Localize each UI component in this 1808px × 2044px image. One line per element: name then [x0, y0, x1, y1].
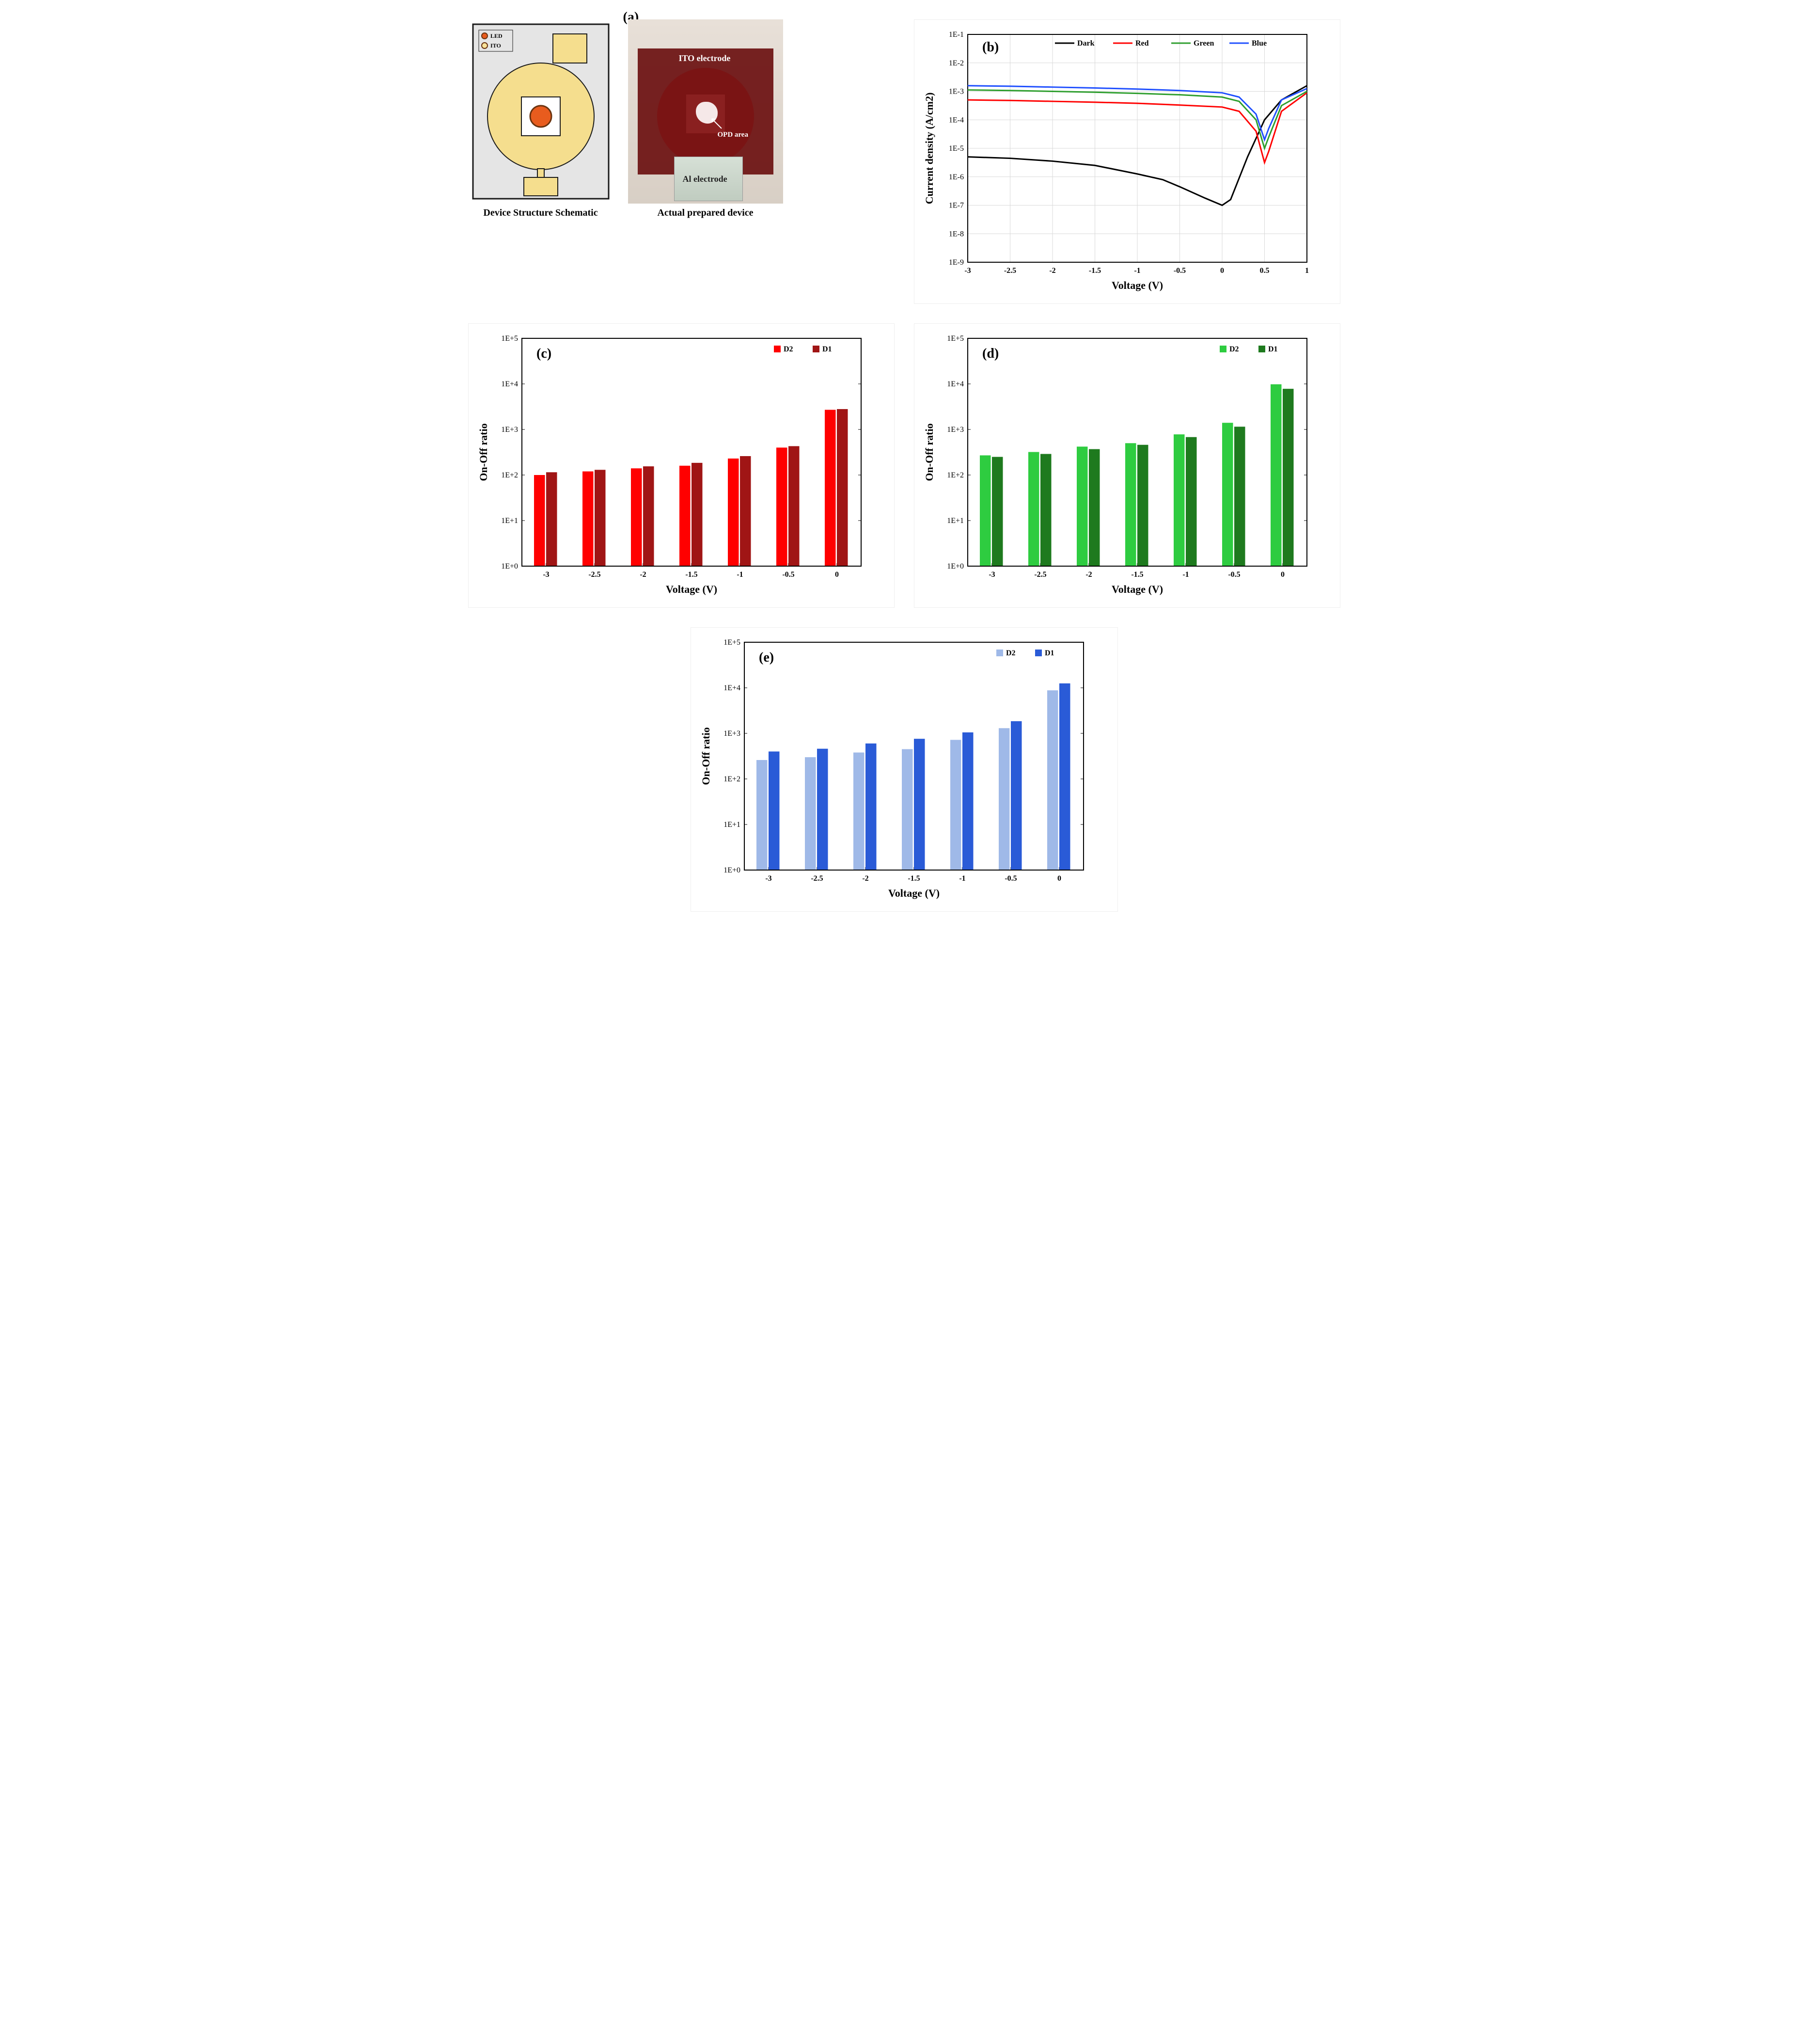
svg-text:1: 1	[1305, 267, 1309, 275]
svg-text:D2: D2	[784, 345, 793, 353]
svg-text:1E+0: 1E+0	[947, 562, 964, 570]
svg-text:On-Off ratio: On-Off ratio	[700, 727, 712, 785]
svg-text:1E-9: 1E-9	[948, 258, 963, 267]
svg-text:1E+5: 1E+5	[501, 334, 518, 343]
svg-text:On-Off ratio: On-Off ratio	[923, 423, 935, 481]
svg-text:Voltage (V): Voltage (V)	[888, 887, 939, 899]
svg-text:-3: -3	[964, 267, 971, 275]
svg-text:(c): (c)	[536, 346, 551, 361]
svg-text:-3: -3	[989, 570, 995, 579]
svg-text:Voltage (V): Voltage (V)	[1111, 279, 1163, 291]
photo-caption: Actual prepared device	[628, 207, 783, 219]
svg-text:1E+5: 1E+5	[947, 334, 964, 343]
svg-text:-0.5: -0.5	[1228, 570, 1240, 579]
svg-text:-1: -1	[1182, 570, 1189, 579]
svg-text:1E+4: 1E+4	[723, 684, 740, 692]
svg-text:ITO: ITO	[490, 42, 501, 49]
svg-text:-2: -2	[862, 874, 868, 883]
panel-a: LEDITO Device Structure Schematic (a) IT…	[468, 19, 895, 304]
svg-text:-2: -2	[1085, 570, 1092, 579]
svg-text:-2: -2	[1049, 267, 1055, 275]
svg-text:-1: -1	[959, 874, 965, 883]
svg-text:Current density (A/cm2): Current density (A/cm2)	[923, 93, 935, 205]
svg-text:0: 0	[1057, 874, 1061, 883]
svg-text:(d): (d)	[982, 346, 999, 361]
svg-text:1E-4: 1E-4	[948, 116, 963, 124]
svg-text:-2.5: -2.5	[588, 570, 600, 579]
figure-grid: LEDITO Device Structure Schematic (a) IT…	[468, 19, 1340, 912]
svg-text:Red: Red	[1135, 39, 1149, 48]
svg-text:1E+3: 1E+3	[723, 729, 740, 738]
schematic-caption: Device Structure Schematic	[468, 207, 613, 219]
svg-text:-3: -3	[543, 570, 549, 579]
svg-text:LED: LED	[490, 32, 503, 39]
svg-text:1E+4: 1E+4	[501, 380, 518, 388]
svg-text:Voltage (V): Voltage (V)	[665, 583, 717, 595]
svg-text:1E-1: 1E-1	[948, 31, 963, 39]
svg-text:0: 0	[1281, 570, 1285, 579]
svg-text:(b): (b)	[982, 40, 999, 55]
svg-text:1E-6: 1E-6	[948, 173, 963, 181]
svg-text:1E-7: 1E-7	[948, 202, 963, 210]
svg-text:-1.5: -1.5	[1131, 570, 1143, 579]
svg-text:-1.5: -1.5	[908, 874, 920, 883]
ito-electrode-label: ITO electrode	[679, 53, 731, 63]
svg-text:1E+2: 1E+2	[723, 775, 740, 783]
panel-e: 1E+0 1E+1 1E+2 1E+3 1E+4 1E+5 -3 -2.5 -2 -1.5 -1 -0…	[691, 627, 1118, 912]
svg-text:-1: -1	[1134, 267, 1140, 275]
svg-text:-2.5: -2.5	[1004, 267, 1016, 275]
svg-text:0.5: 0.5	[1259, 267, 1269, 275]
svg-text:-0.5: -0.5	[1173, 267, 1185, 275]
panel-c-chart: 1E+0 1E+1 1E+2 1E+3 1E+4 1E+5 -3 -2.5 -2 -1.5 -1 -0…	[473, 329, 871, 600]
svg-text:1E+0: 1E+0	[723, 866, 740, 874]
svg-text:0: 0	[1220, 267, 1224, 275]
svg-text:1E-5: 1E-5	[948, 144, 963, 153]
svg-text:1E+0: 1E+0	[501, 562, 518, 570]
svg-text:1E-8: 1E-8	[948, 230, 963, 238]
svg-text:-2.5: -2.5	[1034, 570, 1046, 579]
svg-text:1E+3: 1E+3	[501, 426, 518, 434]
svg-text:D1: D1	[1268, 345, 1278, 353]
al-electrode-label: Al electrode	[683, 174, 727, 184]
svg-text:D2: D2	[1006, 649, 1016, 657]
svg-text:-1: -1	[737, 570, 743, 579]
svg-text:1E+4: 1E+4	[947, 380, 964, 388]
svg-text:-0.5: -0.5	[1005, 874, 1017, 883]
device-photo: ITO electrode OPD area Al electrode	[628, 19, 783, 204]
svg-text:1E+5: 1E+5	[723, 638, 740, 647]
panel-e-chart: 1E+0 1E+1 1E+2 1E+3 1E+4 1E+5 -3 -2.5 -2 -1.5 -1 -0…	[696, 633, 1093, 904]
panel-c: 1E+0 1E+1 1E+2 1E+3 1E+4 1E+5 -3 -2.5 -2 -1.5 -1 -0…	[468, 323, 895, 608]
svg-text:Blue: Blue	[1252, 39, 1267, 48]
svg-text:Green: Green	[1194, 39, 1214, 48]
svg-text:D2: D2	[1229, 345, 1239, 353]
device-schematic-svg: LED ITO	[468, 19, 613, 204]
svg-text:Dark: Dark	[1077, 39, 1095, 48]
svg-text:0: 0	[835, 570, 839, 579]
svg-text:1E+1: 1E+1	[947, 517, 964, 525]
svg-text:On-Off ratio: On-Off ratio	[477, 423, 489, 481]
svg-text:1E-3: 1E-3	[948, 88, 963, 96]
svg-text:1E+1: 1E+1	[723, 821, 740, 829]
panel-b: 1E-9 1E-8 1E-7 1E-6 1E-5 1E-4 1E-3 1E-2 1E-1 -3 -2…	[914, 19, 1340, 304]
svg-text:-2: -2	[640, 570, 646, 579]
svg-text:D1: D1	[1045, 649, 1054, 657]
schematic-container: LED ITO Device Structure Schematic	[468, 19, 613, 219]
svg-text:-3: -3	[765, 874, 771, 883]
panel-d-chart: 1E+0 1E+1 1E+2 1E+3 1E+4 1E+5 -3 -2.5 -2 -1.5 -1 -0…	[919, 329, 1317, 600]
svg-text:(e): (e)	[759, 650, 774, 665]
svg-text:Voltage (V): Voltage (V)	[1111, 583, 1163, 595]
svg-text:1E+3: 1E+3	[947, 426, 964, 434]
panel-b-chart: 1E-9 1E-8 1E-7 1E-6 1E-5 1E-4 1E-3 1E-2 1E-1 -3 -2…	[919, 25, 1317, 296]
svg-text:-1.5: -1.5	[1088, 267, 1101, 275]
svg-text:1E-2: 1E-2	[948, 59, 963, 67]
svg-text:D1: D1	[822, 345, 832, 353]
opd-area-label: OPD area	[718, 131, 748, 139]
svg-text:-1.5: -1.5	[685, 570, 697, 579]
panel-d: 1E+0 1E+1 1E+2 1E+3 1E+4 1E+5 -3 -2.5 -2 -1.5 -1 -0…	[914, 323, 1340, 608]
svg-text:-2.5: -2.5	[811, 874, 823, 883]
svg-text:-0.5: -0.5	[782, 570, 794, 579]
svg-text:1E+2: 1E+2	[501, 471, 518, 479]
svg-text:1E+1: 1E+1	[501, 517, 518, 525]
svg-text:1E+2: 1E+2	[947, 471, 964, 479]
